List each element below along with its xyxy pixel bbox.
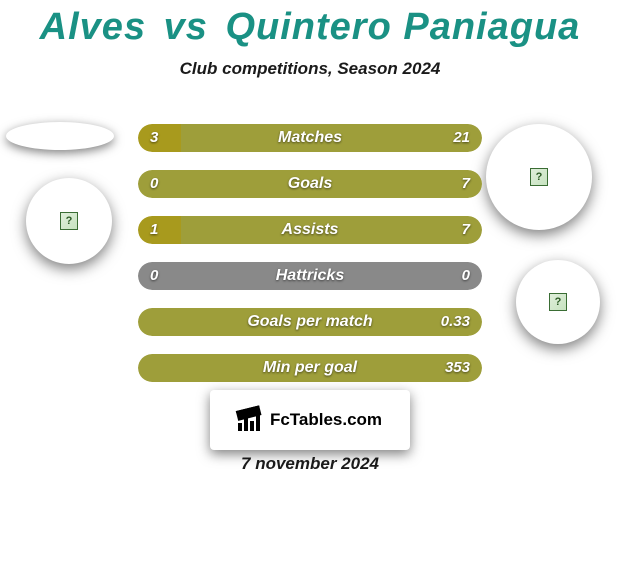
subtitle: Club competitions, Season 2024 bbox=[0, 59, 620, 79]
stat-bar: 1Assists7 bbox=[138, 216, 482, 244]
stat-value-right: 353 bbox=[445, 354, 470, 382]
stat-label: Hattricks bbox=[138, 262, 482, 290]
stat-bar: Min per goal353 bbox=[138, 354, 482, 382]
date: 7 november 2024 bbox=[0, 454, 620, 474]
stat-value-right: 7 bbox=[462, 170, 470, 198]
title-vs: vs bbox=[164, 6, 208, 48]
stat-label: Goals per match bbox=[138, 308, 482, 336]
stat-value-right: 0.33 bbox=[441, 308, 470, 336]
brand-badge: FcTables.com bbox=[210, 390, 410, 450]
stat-bar: 3Matches21 bbox=[138, 124, 482, 152]
stat-label: Matches bbox=[138, 124, 482, 152]
stat-value-right: 21 bbox=[453, 124, 470, 152]
decorative-ellipse bbox=[6, 122, 114, 150]
brand-chart-icon bbox=[238, 409, 264, 431]
title-player-left: Alves bbox=[40, 6, 146, 48]
player-left-avatar bbox=[26, 178, 112, 264]
image-placeholder-icon bbox=[549, 293, 567, 311]
player-right-avatar-2 bbox=[516, 260, 600, 344]
stat-label: Min per goal bbox=[138, 354, 482, 382]
title-player-right: Quintero Paniagua bbox=[225, 6, 580, 48]
stat-bar: 0Goals7 bbox=[138, 170, 482, 198]
brand-text: FcTables.com bbox=[270, 410, 382, 430]
stat-value-right: 0 bbox=[462, 262, 470, 290]
stat-bar: 0Hattricks0 bbox=[138, 262, 482, 290]
image-placeholder-icon bbox=[60, 212, 78, 230]
stat-label: Assists bbox=[138, 216, 482, 244]
stats-bars: 3Matches210Goals71Assists70Hattricks0Goa… bbox=[138, 124, 482, 400]
page-title: Alves vs Quintero Paniagua bbox=[0, 0, 620, 49]
stat-bar: Goals per match0.33 bbox=[138, 308, 482, 336]
player-right-avatar-1 bbox=[486, 124, 592, 230]
stat-label: Goals bbox=[138, 170, 482, 198]
image-placeholder-icon bbox=[530, 168, 548, 186]
stat-value-right: 7 bbox=[462, 216, 470, 244]
